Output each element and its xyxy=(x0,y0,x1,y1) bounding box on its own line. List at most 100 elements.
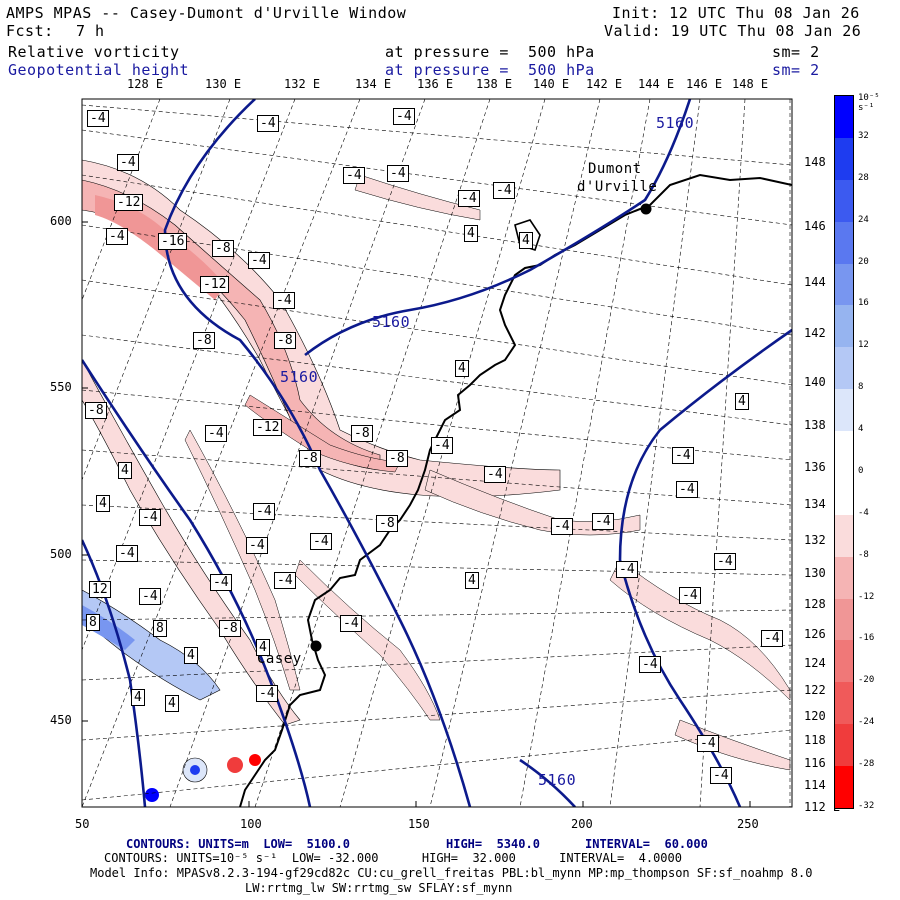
vorticity-contour-label: -4 xyxy=(273,292,295,309)
footer-contours-height-interval: INTERVAL= 60.000 xyxy=(585,837,708,851)
lat-label-right: 118 E xyxy=(804,733,841,747)
lat-label-right: 136 E xyxy=(804,460,841,474)
colorbar-tick-label: 0 xyxy=(858,465,864,476)
lon-label-top: 136 E xyxy=(417,77,454,91)
lat-label-right: 146 E xyxy=(804,219,841,233)
colorbar-swatch xyxy=(835,472,853,515)
vorticity-contour-label: -4 xyxy=(672,447,694,464)
vorticity-contour-label: -4 xyxy=(253,503,275,520)
vorticity-contour-label: -4 xyxy=(139,588,161,605)
colorbar-tick-label: 32 xyxy=(858,130,869,141)
smoothing-2: sm= 2 xyxy=(772,61,820,79)
lon-label-top: 128 E xyxy=(127,77,164,91)
vorticity-contour-label: 4 xyxy=(256,639,270,656)
colorbar-swatch xyxy=(835,389,853,432)
colorbar-tick-label: -12 xyxy=(858,591,875,602)
map-title: AMPS MPAS -- Casey-Dumont d'Urville Wind… xyxy=(6,4,407,22)
vorticity-contour-label: -8 xyxy=(386,450,408,467)
x-axis-tick-label: 100 xyxy=(240,817,262,831)
lat-label-right: 134 E xyxy=(804,497,841,511)
colorbar-tick-label: 12 xyxy=(858,340,869,351)
colorbar-swatch xyxy=(835,179,853,222)
vorticity-contour-label: -4 xyxy=(340,615,362,632)
vorticity-contour-label: -4 xyxy=(210,574,232,591)
vorticity-contour-label: -8 xyxy=(212,240,234,257)
vorticity-contour-label: 12 xyxy=(89,581,111,598)
vorticity-contour-label: -8 xyxy=(85,402,107,419)
vorticity-contour-label: 4 xyxy=(465,572,479,589)
y-axis-tick-label: 500 xyxy=(50,547,72,561)
vorticity-contour-label: -4 xyxy=(116,545,138,562)
colorbar-swatch xyxy=(835,682,853,725)
vorticity-contour-label: -4 xyxy=(431,437,453,454)
plot-frame xyxy=(81,98,793,808)
colorbar-swatch xyxy=(835,640,853,683)
station-name-dumont: Dumont xyxy=(588,161,642,177)
vorticity-contour-label: 4 xyxy=(96,495,110,512)
colorbar-swatch xyxy=(835,556,853,599)
lat-label-right: 122 E xyxy=(804,683,841,697)
vorticity-contour-label: -4 xyxy=(710,767,732,784)
vorticity-contour-label: -4 xyxy=(256,685,278,702)
colorbar-tick-label: 16 xyxy=(858,298,869,309)
colorbar-tick-label: 4 xyxy=(858,424,864,435)
axis-ticks xyxy=(81,221,751,807)
vorticity-contour-label: 8 xyxy=(153,620,167,637)
vorticity-contour-label: -4 xyxy=(117,154,139,171)
colorbar-tick-label: -8 xyxy=(858,549,869,560)
vorticity-contour-label: 4 xyxy=(184,647,198,664)
lon-label-top: 142 E xyxy=(586,77,623,91)
colorbar-swatch xyxy=(835,305,853,348)
vorticity-contour-label: -12 xyxy=(253,419,283,436)
vorticity-contour-label: -4 xyxy=(139,509,161,526)
vorticity-contour-label: -8 xyxy=(376,515,398,532)
lat-label-right: 124 E xyxy=(804,656,841,670)
init-time: Init: 12 UTC Thu 08 Jan 26 xyxy=(612,4,860,22)
lat-label-right: 126 E xyxy=(804,627,841,641)
vorticity-contour-label: -4 xyxy=(387,165,409,182)
vorticity-contour-label: -8 xyxy=(219,620,241,637)
lat-label-right: 140 E xyxy=(804,375,841,389)
y-axis-tick-label: 550 xyxy=(50,380,72,394)
x-axis-tick-label: 50 xyxy=(75,817,90,831)
colorbar-tick-label: 28 xyxy=(858,172,869,183)
footer-contours-vorticity: CONTOURS: UNITS=10⁻⁵ s⁻¹ LOW= -32.000 HI… xyxy=(104,851,682,865)
colorbar-swatch xyxy=(835,96,853,138)
lon-label-top: 134 E xyxy=(355,77,392,91)
vorticity-contour-label: -4 xyxy=(761,630,783,647)
field-name-height: Geopotential height xyxy=(8,61,190,79)
lat-label-right: 114 E xyxy=(804,778,841,792)
station-marker-casey xyxy=(310,640,322,652)
lon-label-top: 148 E xyxy=(732,77,769,91)
lat-label-right: 142 E xyxy=(804,326,841,340)
lat-label-right: 128 E xyxy=(804,597,841,611)
lat-label-right: 144 E xyxy=(804,275,841,289)
colorbar-tick-label: -16 xyxy=(858,633,875,644)
vorticity-contour-label: 4 xyxy=(455,360,469,377)
colorbar-tick-label: -28 xyxy=(858,759,875,770)
forecast-hour: 7 h xyxy=(76,22,105,40)
colorbar-swatch xyxy=(835,598,853,641)
footer-physics-info: LW:rrtmg_lw SW:rrtmg_sw SFLAY:sf_mynn xyxy=(245,881,513,895)
y-axis-tick-label: 450 xyxy=(50,713,72,727)
vorticity-contour-label: -4 xyxy=(106,228,128,245)
vorticity-contour-label: -8 xyxy=(351,425,373,442)
colorbar-swatch xyxy=(835,431,853,473)
vorticity-contour-label: -4 xyxy=(679,587,701,604)
lon-label-top: 144 E xyxy=(638,77,675,91)
colorbar-tick-label: -20 xyxy=(858,675,875,686)
footer-contours-height: CONTOURS: UNITS=m LOW= 5100.0 xyxy=(126,837,350,851)
vorticity-contour-label: -4 xyxy=(343,167,365,184)
vorticity-contour-label: -12 xyxy=(200,276,230,293)
station-marker-dumont xyxy=(640,203,652,215)
vorticity-contour-label: 4 xyxy=(118,462,132,479)
valid-time: Valid: 19 UTC Thu 08 Jan 26 xyxy=(604,22,862,40)
colorbar-tick-label: 24 xyxy=(858,214,869,225)
x-axis-tick-label: 250 xyxy=(737,817,759,831)
vorticity-contour-label: -4 xyxy=(551,518,573,535)
colorbar-tick-label: -4 xyxy=(858,507,869,518)
colorbar-unit: 10⁻⁵ s⁻¹ xyxy=(858,93,880,113)
height-contour-label: 5160 xyxy=(656,114,695,132)
vorticity-contour-label: -4 xyxy=(310,533,332,550)
